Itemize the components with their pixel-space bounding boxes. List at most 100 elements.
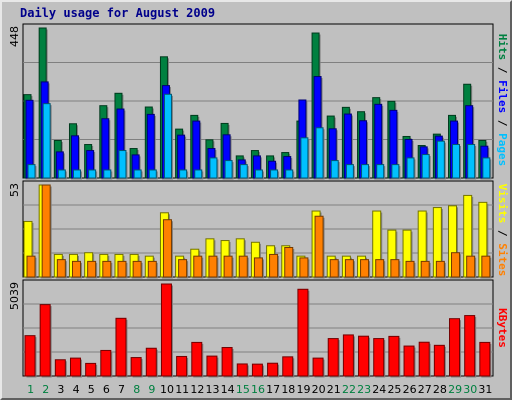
legend-visits: Visits <box>496 184 509 224</box>
kbytes-bar <box>358 335 370 377</box>
day-label: 1 <box>27 383 34 396</box>
sites-bar <box>71 260 81 278</box>
pages-bar <box>118 150 127 179</box>
kbytes-bar <box>297 288 309 377</box>
sites-bar <box>375 259 385 278</box>
day-label: 5 <box>88 383 95 396</box>
legend-panel-1: Hits / Files / Pages <box>496 34 509 167</box>
kbytes-bar <box>342 334 354 377</box>
pages-bar <box>482 157 491 179</box>
sites-bar <box>223 255 233 278</box>
pages-bar <box>467 144 476 179</box>
sites-bar <box>329 259 339 278</box>
legend-sep: / <box>496 60 509 80</box>
day-label: 26 <box>403 383 417 396</box>
pages-bar <box>103 169 112 179</box>
pages-bar <box>300 137 309 179</box>
sites-bar <box>102 260 112 278</box>
day-label: 15 <box>236 383 250 396</box>
pages-bar <box>163 93 172 179</box>
pages-bar <box>42 103 51 179</box>
kbytes-bar <box>236 363 248 377</box>
sites-bar <box>269 253 279 278</box>
pages-bar <box>179 169 188 179</box>
day-label: 13 <box>206 383 220 396</box>
sites-bar <box>178 259 188 278</box>
day-label: 19 <box>296 383 310 396</box>
kbytes-bar <box>251 363 263 377</box>
kbytes-bar <box>130 357 142 377</box>
pages-bar <box>391 164 400 179</box>
day-label: 23 <box>357 383 371 396</box>
kbytes-bar <box>160 283 172 377</box>
pages-bar <box>133 169 142 179</box>
day-label: 29 <box>448 383 462 396</box>
sites-bar <box>314 215 324 278</box>
pages-bar <box>270 169 279 179</box>
day-label: 9 <box>148 383 155 396</box>
kbytes-bar <box>176 355 188 377</box>
sites-bar <box>299 257 309 278</box>
legend-kbytes: KBytes <box>496 308 509 348</box>
day-label: 10 <box>160 383 174 396</box>
pages-bar <box>27 164 36 179</box>
kbytes-bar <box>145 347 157 377</box>
day-label: 31 <box>478 383 492 396</box>
day-label: 21 <box>327 383 341 396</box>
sites-bar <box>162 219 172 278</box>
sites-bar <box>451 252 461 278</box>
sites-bar <box>132 260 142 278</box>
pages-bar <box>361 164 370 179</box>
chart-title: Daily usage for August 2009 <box>20 6 216 20</box>
pages-bar <box>194 169 203 179</box>
day-label: 27 <box>418 383 432 396</box>
day-label: 16 <box>251 383 265 396</box>
sites-bar <box>238 255 248 278</box>
kbytes-bar <box>221 347 233 377</box>
day-label: 25 <box>387 383 401 396</box>
sites-bar <box>147 260 157 278</box>
legend-hits: Hits <box>496 34 509 61</box>
kbytes-bar <box>464 315 476 377</box>
kbytes-bar <box>54 359 66 377</box>
day-label: 28 <box>433 383 447 396</box>
kbytes-bar <box>433 344 445 377</box>
sites-bar <box>87 260 97 278</box>
kbytes-bar <box>403 345 415 377</box>
files-bar <box>146 113 155 179</box>
visits-max-label: 53 <box>8 183 21 197</box>
day-label: 3 <box>57 383 64 396</box>
kbytes-max-label: 5039 <box>8 282 21 310</box>
kbytes-bar <box>39 304 51 377</box>
sites-bar <box>117 260 127 278</box>
day-label: 8 <box>133 383 140 396</box>
pages-bar <box>406 157 415 179</box>
day-label: 20 <box>312 383 326 396</box>
pages-bar <box>452 144 461 179</box>
legend-sep: / <box>496 223 509 243</box>
pages-bar <box>209 157 218 179</box>
kbytes-bar <box>267 362 279 377</box>
kbytes-bar <box>373 338 385 377</box>
day-label: 2 <box>42 383 49 396</box>
day-label: 11 <box>175 383 189 396</box>
day-label: 7 <box>118 383 125 396</box>
kbytes-bar <box>24 335 36 377</box>
kbytes-bar <box>206 355 218 377</box>
pages-bar <box>345 164 354 179</box>
legend-panel-2: Visits / Sites <box>496 184 509 277</box>
kbytes-bar <box>191 341 203 377</box>
day-label: 12 <box>190 383 204 396</box>
kbytes-bar <box>69 357 81 377</box>
files-bar <box>101 118 110 179</box>
kbytes-bar <box>327 338 339 377</box>
kbytes-bar <box>449 318 461 377</box>
day-label: 24 <box>372 383 386 396</box>
pages-bar <box>239 164 248 179</box>
files-bar <box>192 120 201 179</box>
sites-bar <box>420 260 430 278</box>
pages-bar <box>330 160 339 179</box>
sites-bar <box>284 246 294 278</box>
